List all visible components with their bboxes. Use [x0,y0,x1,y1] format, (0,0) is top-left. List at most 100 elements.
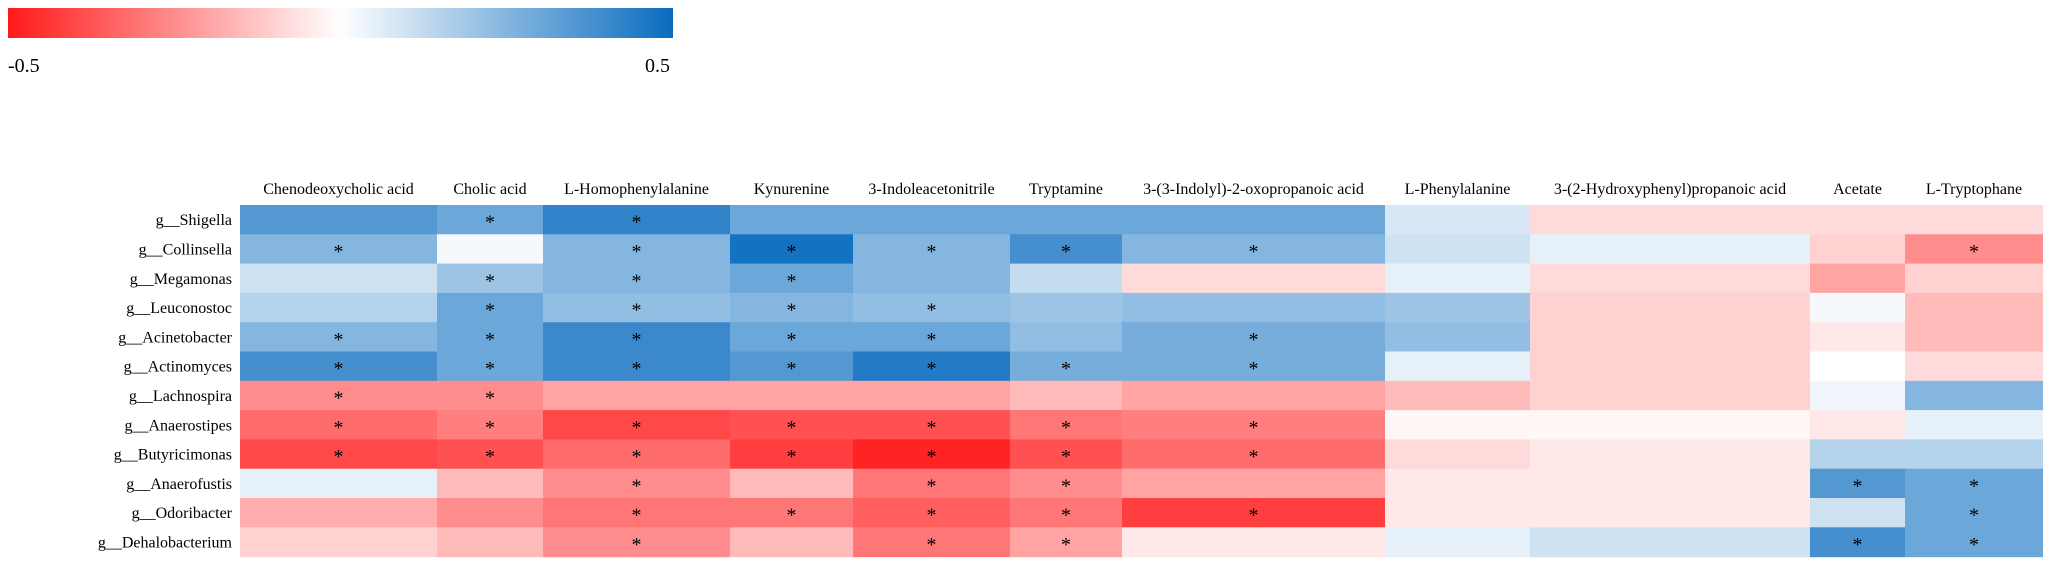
heatmap-cell [240,380,437,411]
heatmap-cell [1905,234,2043,265]
heatmap-cell [543,498,730,528]
heatmap-cell [853,380,1010,411]
heatmap-cell [1905,439,2043,470]
heatmap-cell [1810,468,1905,499]
heatmap-cell [1810,498,1905,528]
heatmap-cell [437,322,543,353]
heatmap-cell [543,292,730,323]
colorbar-min-label: -0.5 [8,55,40,77]
heatmap-cell [1905,205,2043,235]
heatmap-cell [1905,527,2043,558]
column-label: Acetate [1833,181,1882,198]
heatmap-cell [1385,439,1530,470]
heatmap-cell [240,263,437,294]
heatmap-cell [437,351,543,382]
heatmap-cell [730,263,853,294]
significance-markers: * * * * * * * * * * * * * * * * * * * * * * * * * * * * * * * * * * * * * * * *… [334,212,1980,556]
significance-marker: * [1061,475,1071,497]
heatmap-cell [1122,234,1385,265]
heatmap-cell [1122,380,1385,411]
row-label: g__Anaerostipes [124,417,232,434]
heatmap-cell [543,322,730,353]
heatmap-cell [1010,468,1122,499]
heatmap-cell [437,527,543,558]
significance-marker: * [787,329,797,351]
heatmap-cell [240,292,437,323]
heatmap-cell [543,439,730,470]
significance-marker: * [334,446,344,468]
heatmap-cell [1385,468,1530,499]
heatmap-cell [1385,351,1530,382]
column-label: 3-(3-Indolyl)-2-oxopropanoic acid [1143,181,1364,198]
row-label: g__Collinsella [139,241,232,258]
colorbar-max-label: 0.5 [645,55,670,77]
heatmap-cell [1530,351,1810,382]
heatmap-cell [1385,292,1530,323]
heatmap-cell [853,410,1010,440]
heatmap-cell [1122,498,1385,528]
heatmap-cell [1122,263,1385,294]
heatmap-cell [853,234,1010,265]
heatmap-cell [853,322,1010,353]
row-labels: g__Shigella g__Collinsella g__Megamonas g__… [98,212,233,551]
heatmap-cell [1530,292,1810,323]
heatmap-cell [1810,292,1905,323]
heatmap-cell [1010,498,1122,528]
heatmap-cell [1010,380,1122,411]
column-label: L-Tryptophane [1926,181,2022,198]
row-label: g__Acinetobacter [118,329,232,346]
significance-marker: * [1061,358,1071,380]
significance-marker: * [1249,417,1259,439]
heatmap-cell [1385,498,1530,528]
heatmap-cell [1810,263,1905,294]
heatmap-cell [437,380,543,411]
heatmap-cell [1530,322,1810,353]
heatmap-cell [1530,234,1810,265]
heatmap-cell [1810,527,1905,558]
heatmap-cell [1010,410,1122,440]
heatmap-cells [240,205,2043,558]
heatmap-cell [1905,292,2043,323]
heatmap-cell [1530,439,1810,470]
heatmap-cell [1810,351,1905,382]
heatmap-cell [853,205,1010,235]
row-label: g__Megamonas [130,271,232,288]
heatmap-cell [1810,439,1905,470]
heatmap-cell [437,292,543,323]
heatmap-cell [1905,468,2043,499]
heatmap-cell [730,498,853,528]
column-label: Kynurenine [754,181,830,198]
heatmap-cell [543,351,730,382]
heatmap-cell [543,468,730,499]
heatmap-cell [1530,498,1810,528]
heatmap-cell [240,234,437,265]
significance-marker: * [632,534,642,556]
heatmap-cell [543,410,730,440]
heatmap-cell [1385,410,1530,440]
significance-marker: * [485,212,495,234]
significance-marker: * [632,241,642,263]
heatmap-cell [1905,351,2043,382]
significance-marker: * [485,446,495,468]
significance-marker: * [632,212,642,234]
heatmap-cell [543,205,730,235]
heatmap-cell [853,468,1010,499]
significance-marker: * [632,446,642,468]
heatmap-cell [1905,498,2043,528]
significance-marker: * [1969,241,1979,263]
heatmap-cell [240,439,437,470]
significance-marker: * [927,300,937,322]
heatmap-cell [730,380,853,411]
heatmap-cell [730,410,853,440]
significance-marker: * [632,358,642,380]
row-label: g__Odoribacter [132,505,233,522]
heatmap-cell [543,263,730,294]
significance-marker: * [1249,505,1259,527]
significance-marker: * [632,329,642,351]
significance-marker: * [632,505,642,527]
heatmap-cell [730,292,853,323]
heatmap-cell [1905,410,2043,440]
heatmap-cell [1385,205,1530,235]
significance-marker: * [334,241,344,263]
heatmap-cell [240,205,437,235]
